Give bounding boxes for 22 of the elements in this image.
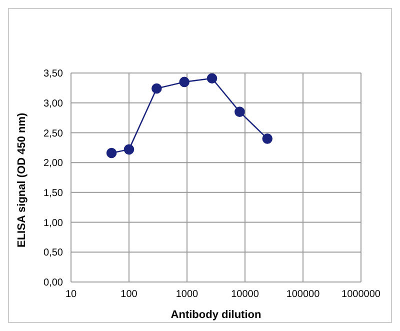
x-tick-label: 10000 [231, 289, 260, 300]
y-tick-label: 1,00 [44, 218, 64, 229]
point [124, 144, 134, 155]
y-tick-label: 1,50 [44, 188, 64, 199]
x-tick-label: 100 [120, 289, 138, 300]
x-axis-title: Antibody dilution [170, 309, 262, 321]
x-tick-label: 100000 [286, 289, 320, 300]
point [262, 134, 273, 144]
y-tick-label: 2,50 [44, 128, 64, 140]
y-tick-label: 2,00 [44, 158, 64, 170]
x-tick-label: 10 [65, 289, 77, 300]
y-axis-title: ELISA signal (OD 450 nm) [16, 112, 28, 248]
x-tick-label: 1000000 [342, 289, 381, 300]
y-tick-label: 0,50 [44, 248, 64, 259]
point [234, 106, 245, 117]
x-tick-label: 1000 [176, 289, 199, 300]
y-tick-label: 3,50 [44, 68, 64, 80]
y-tick-label: 0,00 [44, 278, 64, 289]
point [152, 83, 162, 94]
y-tick-label: 3,00 [44, 98, 64, 110]
point [206, 73, 218, 84]
point [179, 76, 190, 88]
